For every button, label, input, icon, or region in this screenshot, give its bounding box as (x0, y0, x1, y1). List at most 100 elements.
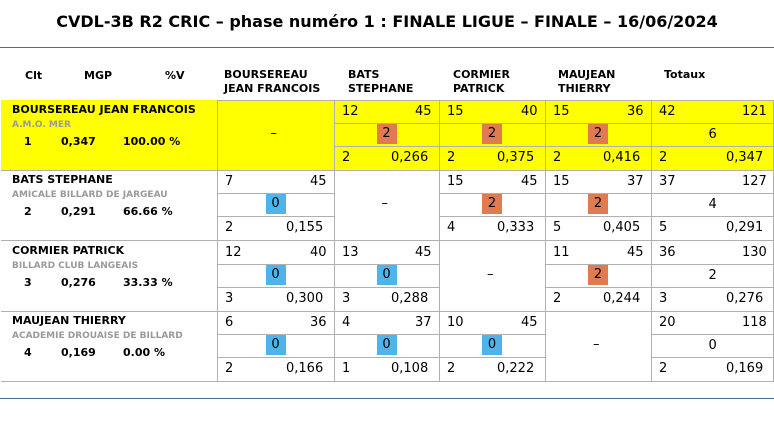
cell-border (651, 170, 774, 171)
inner-border (217, 264, 334, 265)
inner-border (334, 264, 439, 265)
average: 0,166 (286, 361, 324, 376)
cell-border (217, 170, 334, 171)
player-mgp: 0,291 (61, 205, 96, 218)
cell-border (545, 170, 651, 171)
inner-border (651, 146, 774, 147)
match-points-badge: 0 (376, 335, 397, 355)
score-points: 37 (659, 174, 676, 189)
cell-border (334, 240, 439, 241)
match-points-badge: 2 (376, 124, 397, 144)
best-series: 2 (659, 361, 668, 376)
inner-border (545, 216, 651, 217)
total-match-points: 4 (708, 197, 717, 212)
cell-border (545, 240, 651, 241)
cell-border (545, 241, 546, 311)
cell-border (217, 311, 218, 381)
total-cell (651, 100, 774, 170)
inner-border (439, 193, 545, 194)
empty-cell-dash: – (270, 126, 278, 141)
average: 0,347 (726, 150, 764, 165)
inner-border (439, 123, 545, 124)
total-match-points: 0 (708, 338, 717, 353)
empty-cell-dash: – (381, 196, 389, 211)
bottom-rule (0, 398, 774, 399)
match-points-badge: 2 (482, 124, 502, 144)
inner-border (545, 193, 651, 194)
match-points-badge: 2 (588, 194, 608, 214)
cell-border (217, 241, 218, 311)
score-points: 15 (553, 174, 570, 189)
inner-border (651, 334, 774, 335)
player-pct: 33.33 % (123, 276, 173, 289)
average: 0,405 (603, 220, 641, 235)
score-points: 36 (659, 245, 676, 260)
cell-border (439, 100, 440, 170)
total-match-points: 6 (708, 127, 717, 142)
inner-border (334, 357, 439, 358)
match-points-badge: 0 (376, 265, 397, 285)
row-divider (1, 170, 217, 171)
row-divider (1, 311, 217, 312)
player-mgp: 0,276 (61, 276, 96, 289)
score-innings: 45 (521, 174, 538, 189)
average: 0,155 (286, 220, 324, 235)
score-points: 12 (342, 104, 359, 119)
score-innings: 45 (521, 315, 538, 330)
best-series: 2 (225, 361, 234, 376)
inner-border (651, 193, 774, 194)
match-points-badge: 0 (265, 194, 286, 214)
best-series: 3 (342, 291, 351, 306)
row-divider (1, 381, 217, 382)
player-rank: 2 (24, 205, 32, 218)
inner-border (651, 287, 774, 288)
player-pct: 66.66 % (123, 205, 173, 218)
cell-border (439, 311, 440, 381)
average: 0,291 (726, 220, 764, 235)
cell-border (651, 100, 774, 101)
match-points-badge: 2 (588, 265, 608, 285)
match-cell (217, 100, 334, 170)
best-series: 1 (342, 361, 351, 376)
best-series: 4 (447, 220, 456, 235)
average: 0,169 (726, 361, 764, 376)
score-points: 15 (447, 104, 464, 119)
score-points: 6 (225, 315, 234, 330)
header-player-3: CORMIER PATRICK (453, 68, 510, 95)
inner-border (334, 123, 439, 124)
score-points: 4 (342, 315, 351, 330)
cell-border (334, 100, 439, 101)
score-innings: 36 (627, 104, 644, 119)
cell-border (651, 100, 652, 170)
inner-border (217, 334, 334, 335)
cell-border (217, 240, 334, 241)
player-name: CORMIER PATRICK (12, 244, 125, 257)
score-innings: 36 (310, 315, 327, 330)
average: 0,276 (726, 291, 764, 306)
player-name: MAUJEAN THIERRY (12, 314, 126, 327)
player-mgp: 0,169 (61, 346, 96, 359)
inner-border (651, 123, 774, 124)
score-innings: 40 (521, 104, 538, 119)
inner-border (439, 146, 545, 147)
best-series: 2 (342, 150, 351, 165)
player-name: BATS STEPHANE (12, 173, 113, 186)
average: 0,108 (391, 361, 429, 376)
player-rank: 4 (24, 346, 32, 359)
score-points: 13 (342, 245, 359, 260)
total-match-points: 2 (708, 268, 717, 283)
score-innings: 40 (310, 245, 327, 260)
best-series: 3 (659, 291, 668, 306)
score-innings: 130 (742, 245, 767, 260)
cell-border (217, 100, 218, 170)
cell-border (651, 241, 652, 311)
cell-border (439, 381, 545, 382)
player-pct: 0.00 % (123, 346, 165, 359)
header-player-4: MAUJEAN THIERRY (558, 68, 616, 95)
score-points: 7 (225, 174, 234, 189)
cell-border (545, 381, 651, 382)
average: 0,266 (391, 150, 429, 165)
row-divider (1, 240, 217, 241)
score-innings: 45 (627, 245, 644, 260)
cell-border (334, 381, 439, 382)
